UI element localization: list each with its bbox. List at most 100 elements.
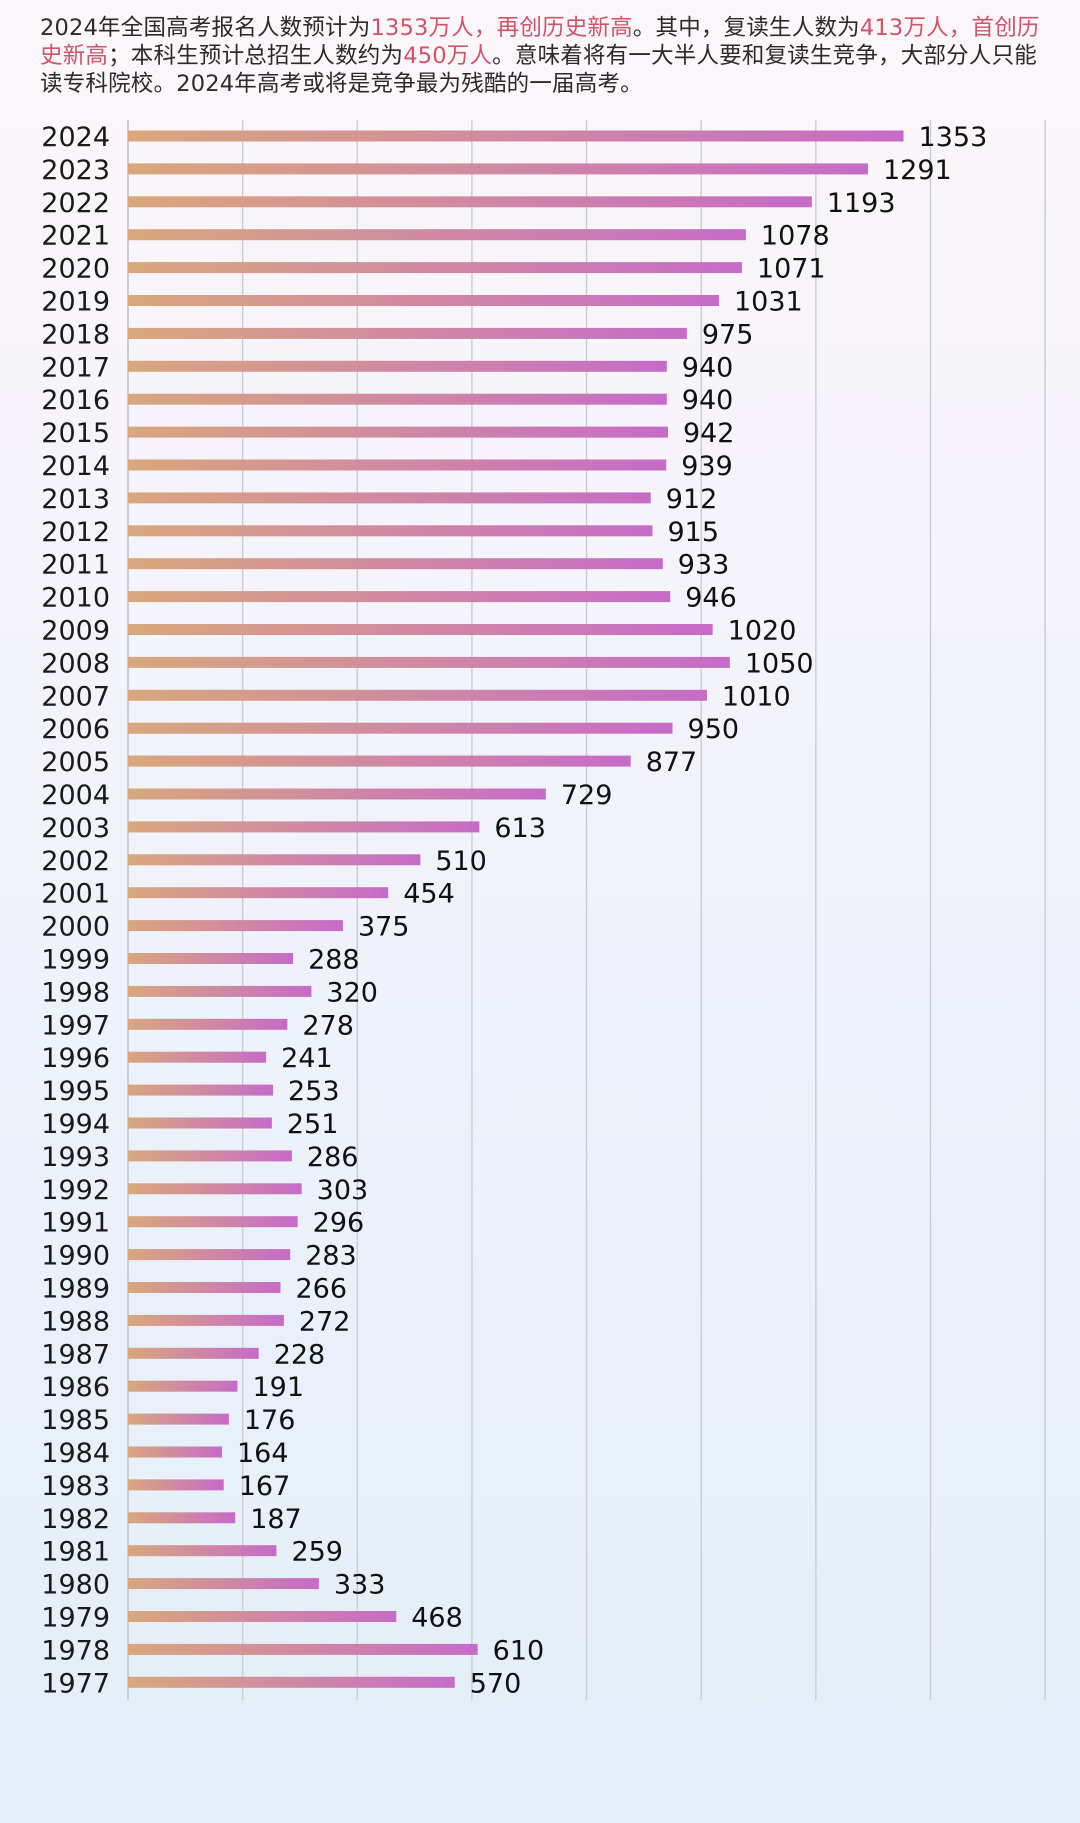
value-label-1985: 176 — [244, 1405, 296, 1436]
value-label-1983: 167 — [239, 1471, 291, 1502]
labels: 2024 1353 2023 1291 2022 1193 2021 1078 2020 1071… — [41, 122, 987, 1699]
value-label-1988: 272 — [299, 1306, 351, 1337]
value-label-1998: 320 — [326, 977, 378, 1008]
bar-2004 — [128, 788, 546, 800]
bar-1982 — [128, 1512, 236, 1524]
year-label-1978: 1978 — [41, 1635, 110, 1666]
year-label-1998: 1998 — [41, 977, 110, 1008]
value-label-1980: 333 — [334, 1570, 386, 1601]
headline-part-3: ；本科生预计总招生人数约为 — [108, 43, 404, 69]
year-label-2022: 2022 — [41, 188, 110, 219]
value-label-2007: 1010 — [722, 681, 791, 712]
year-label-2017: 2017 — [41, 352, 110, 383]
year-label-2024: 2024 — [41, 122, 110, 153]
year-label-1990: 1990 — [41, 1241, 110, 1272]
year-label-2011: 2011 — [41, 550, 110, 581]
bar-1999 — [128, 953, 294, 964]
year-label-1988: 1988 — [41, 1306, 110, 1337]
value-label-1994: 251 — [287, 1109, 339, 1140]
value-label-2009: 1020 — [728, 616, 797, 647]
year-label-1983: 1983 — [41, 1471, 110, 1502]
value-label-2021: 1078 — [761, 221, 830, 252]
bar-1977 — [128, 1676, 455, 1688]
bar-2023 — [128, 163, 869, 175]
bar-1995 — [128, 1084, 274, 1096]
bar-1996 — [128, 1051, 267, 1063]
bar-1980 — [128, 1578, 319, 1590]
year-label-1987: 1987 — [41, 1339, 110, 1370]
bar-1985 — [128, 1413, 229, 1425]
bar-2006 — [128, 722, 673, 734]
bar-1981 — [128, 1545, 277, 1557]
year-label-1980: 1980 — [41, 1570, 110, 1601]
value-label-2008: 1050 — [745, 648, 814, 679]
year-label-2007: 2007 — [41, 681, 110, 712]
value-label-2012: 915 — [667, 517, 719, 548]
value-label-1992: 303 — [317, 1175, 369, 1206]
bar-2001 — [128, 887, 389, 899]
bar-1997 — [128, 1018, 288, 1030]
year-label-1995: 1995 — [41, 1076, 110, 1107]
bar-1986 — [128, 1380, 238, 1392]
value-label-2005: 877 — [646, 747, 698, 778]
value-label-2010: 946 — [685, 583, 737, 614]
year-label-1977: 1977 — [41, 1668, 110, 1699]
value-label-1981: 259 — [291, 1537, 343, 1568]
value-label-2004: 729 — [561, 780, 613, 811]
headline-highlight-3: 450万人 — [403, 43, 493, 69]
bar-2016 — [128, 393, 667, 405]
bar-2009 — [128, 624, 713, 635]
bar-2000 — [128, 920, 343, 932]
year-label-1993: 1993 — [41, 1142, 110, 1173]
value-label-1991: 296 — [313, 1208, 365, 1239]
bar-2008 — [128, 656, 730, 668]
bar-2019 — [128, 295, 719, 306]
value-label-2006: 950 — [688, 714, 740, 745]
year-label-2012: 2012 — [41, 517, 110, 548]
year-label-2003: 2003 — [41, 813, 110, 844]
year-label-2013: 2013 — [41, 484, 110, 515]
bar-2021 — [128, 229, 746, 241]
bar-1994 — [128, 1117, 272, 1129]
bar-1991 — [128, 1216, 298, 1228]
year-label-2000: 2000 — [41, 912, 110, 943]
headline-part-4: 。意味着将有一大半人要和复读生竞争，大部分人只能读专科院校。2024年高考或将是… — [40, 43, 1037, 97]
year-label-1986: 1986 — [41, 1372, 110, 1403]
year-label-2020: 2020 — [41, 254, 110, 285]
value-label-2013: 912 — [666, 484, 718, 515]
year-label-2008: 2008 — [41, 648, 110, 679]
value-label-2014: 939 — [681, 451, 733, 482]
year-label-2001: 2001 — [41, 879, 110, 910]
year-label-1991: 1991 — [41, 1208, 110, 1239]
value-label-2001: 454 — [403, 879, 455, 910]
year-label-2014: 2014 — [41, 451, 110, 482]
value-label-1999: 288 — [308, 945, 360, 976]
year-label-2021: 2021 — [41, 221, 110, 252]
value-label-1995: 253 — [288, 1076, 340, 1107]
value-label-2015: 942 — [683, 418, 735, 449]
headline-part-2: 。其中，复读生人数为 — [632, 15, 860, 41]
bar-2010 — [128, 591, 671, 603]
headline-text: 2024年全国高考报名人数预计为1353万人，再创历史新高。其中，复读生人数为4… — [40, 14, 1050, 98]
value-label-1977: 570 — [470, 1668, 522, 1699]
value-label-1987: 228 — [274, 1339, 326, 1370]
year-label-2015: 2015 — [41, 418, 110, 449]
bar-2011 — [128, 558, 663, 570]
value-label-2023: 1291 — [883, 155, 952, 186]
bar-2022 — [128, 196, 812, 208]
value-label-1982: 187 — [250, 1504, 302, 1535]
value-label-2016: 940 — [682, 385, 734, 416]
value-label-1989: 266 — [295, 1274, 347, 1305]
bar-2007 — [128, 689, 707, 701]
value-label-1990: 283 — [305, 1241, 357, 1272]
year-label-2010: 2010 — [41, 583, 110, 614]
value-label-2022: 1193 — [827, 188, 896, 219]
year-label-2016: 2016 — [41, 385, 110, 416]
year-label-2002: 2002 — [41, 846, 110, 877]
value-label-2020: 1071 — [757, 254, 826, 285]
value-label-2003: 613 — [494, 813, 546, 844]
bar-1978 — [128, 1643, 478, 1655]
year-label-1989: 1989 — [41, 1274, 110, 1305]
bar-2005 — [128, 755, 631, 767]
